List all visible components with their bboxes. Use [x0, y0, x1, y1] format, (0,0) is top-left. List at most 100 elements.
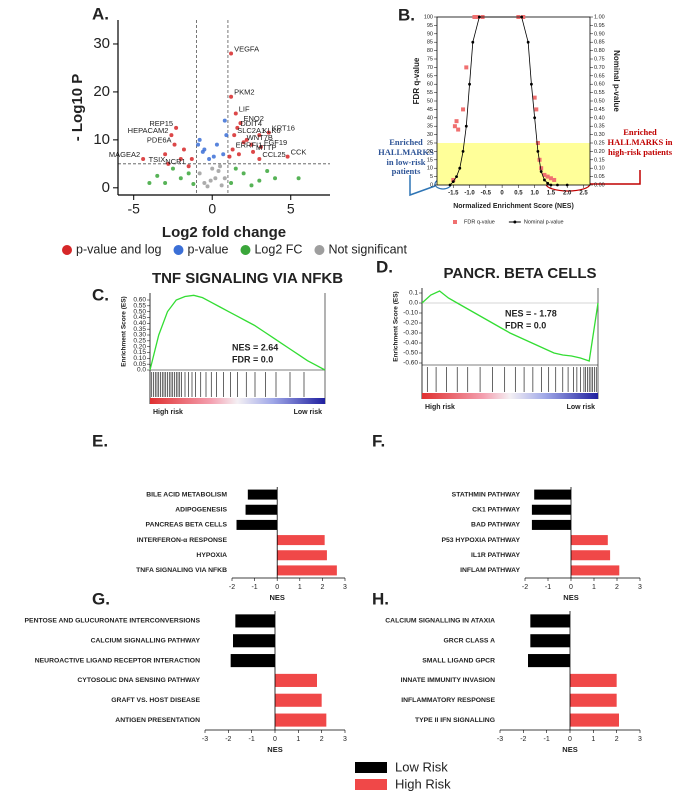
- x-axis-label: NES: [267, 745, 282, 754]
- es-curve: [421, 290, 599, 362]
- category-label: PENTOSE AND GLUCURONATE INTERCONVERSIONS: [25, 618, 201, 625]
- point: [258, 145, 263, 150]
- legend-marker: [240, 245, 251, 255]
- point: [471, 40, 475, 44]
- high-risk-arrow: [590, 170, 641, 185]
- x-tick-label: 5: [287, 201, 295, 217]
- point: [296, 176, 301, 181]
- y-tick-label: 0.30: [133, 332, 146, 339]
- point: [174, 125, 179, 130]
- y-tick-label: 60: [427, 82, 433, 88]
- y-axis-label: FDR q-value: [412, 57, 421, 104]
- x-tick-label: -1: [545, 584, 551, 591]
- y-tick-label: 40: [427, 115, 433, 121]
- y-tick-label: -0.60: [403, 360, 418, 367]
- y2-tick-label: 1.00: [594, 14, 605, 20]
- legend-label: p-value and log: [76, 242, 162, 256]
- bar: [570, 673, 617, 687]
- bar: [534, 489, 571, 500]
- point: [545, 174, 550, 179]
- y-tick-label: 90: [427, 31, 433, 37]
- legend-label: p-value: [187, 242, 228, 256]
- legend-marker: [173, 245, 184, 255]
- point: [461, 107, 466, 112]
- y2-tick-label: 0.90: [594, 31, 605, 37]
- panel-letter: E.: [92, 431, 108, 450]
- legend-label: Nominal p-value: [524, 219, 564, 225]
- left-label: High risk: [425, 404, 455, 411]
- legend-label: Not significant: [328, 242, 407, 256]
- point: [202, 181, 207, 186]
- stat-annotation: NES = - 1.78: [505, 308, 557, 318]
- bar: [528, 654, 570, 668]
- bar: [245, 504, 278, 515]
- point-label: MTTP: [256, 143, 276, 152]
- point: [244, 137, 249, 142]
- point-label: LIF: [239, 104, 250, 113]
- y-tick-label: 65: [427, 73, 433, 79]
- point: [229, 51, 234, 56]
- point-label: PKM2: [234, 88, 254, 97]
- x-tick-label: -2: [520, 736, 526, 743]
- x-tick-label: -1.0: [464, 191, 475, 197]
- right-label: Low risk: [567, 404, 596, 411]
- point: [229, 94, 234, 99]
- x-tick-label: 0: [208, 201, 216, 217]
- point: [141, 157, 146, 162]
- panel-letter: F.: [372, 431, 385, 450]
- y2-tick-label: 0.85: [594, 40, 605, 46]
- y2-tick-label: 0.00: [594, 182, 605, 188]
- category-label: TNFA SIGNALING VIA NFKB: [136, 567, 227, 574]
- rank-gradient: [422, 393, 598, 399]
- point: [535, 141, 540, 145]
- y-axis-label: Enrichment Score (ES): [393, 291, 400, 361]
- point: [251, 149, 256, 154]
- category-label: SMALL LIGAND GPCR: [422, 657, 495, 664]
- y-tick-label: 25: [427, 140, 433, 146]
- point: [521, 15, 526, 19]
- x-tick-label: 1: [298, 584, 302, 591]
- x-tick-label: 0: [500, 191, 504, 197]
- legend-marker: [62, 245, 72, 255]
- x-tick-label: 0: [568, 736, 572, 743]
- y-tick-label: 0.1: [409, 290, 418, 297]
- legend-swatch: [355, 762, 387, 773]
- y-tick-label: 80: [427, 48, 433, 54]
- x-tick-label: -1: [251, 584, 257, 591]
- x-tick-label: 2: [320, 584, 324, 591]
- bar: [570, 713, 619, 727]
- right-label: Low risk: [294, 409, 323, 416]
- y-tick-label: 10: [93, 131, 110, 148]
- y-axis-label: - Log10 P: [69, 74, 86, 142]
- point: [451, 177, 456, 182]
- point-label: KLK6: [262, 126, 280, 135]
- point: [218, 164, 223, 169]
- point: [238, 121, 243, 126]
- panel-letter: C.: [92, 285, 109, 304]
- category-label: GRAFT VS. HOST DISEASE: [111, 697, 200, 704]
- point: [210, 166, 215, 171]
- point: [222, 118, 227, 123]
- point: [163, 152, 168, 157]
- category-label: STATHMIN PATHWAY: [452, 491, 521, 498]
- panel-letter: B.: [398, 5, 415, 24]
- annotation: Enriched HALLMARKS in low-risk patients: [378, 138, 434, 177]
- point: [451, 180, 455, 184]
- category-label: INFLAMMATORY RESPONSE: [401, 697, 495, 704]
- x-tick-label: -0.5: [481, 191, 492, 197]
- bar: [571, 535, 608, 546]
- es-curve: [149, 294, 326, 371]
- y-tick-label: 0.0: [409, 300, 418, 307]
- x-axis-label: NES: [562, 745, 577, 754]
- left-label: High risk: [153, 409, 183, 416]
- point-label: CCL25: [262, 150, 285, 159]
- point: [539, 170, 543, 173]
- x-tick-label: 2: [615, 584, 619, 591]
- y2-tick-label: 0.95: [594, 23, 605, 29]
- annotation: Enriched HALLMARKS in high-risk patients: [607, 128, 673, 157]
- bar: [570, 693, 617, 707]
- category-label: INNATE IMMUNITY INVASION: [401, 677, 495, 684]
- category-label: ANTIGEN PRESENTATION: [115, 717, 200, 724]
- bar: [277, 535, 325, 546]
